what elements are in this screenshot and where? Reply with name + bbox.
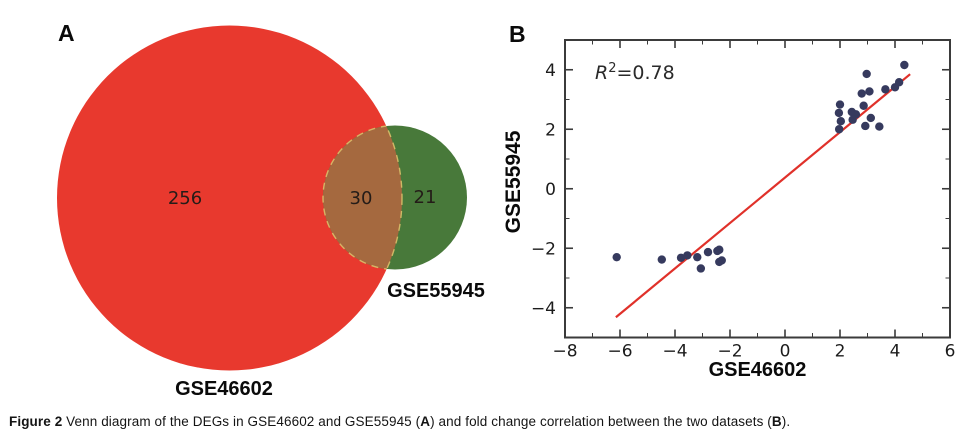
x-tick-label: 4: [890, 342, 901, 362]
y-tick-label: 2: [545, 120, 556, 140]
venn-left-label: GSE46602: [175, 378, 273, 400]
figure-caption: Figure 2 Venn diagram of the DEGs in GSE…: [9, 414, 953, 429]
regression-line: [615, 73, 911, 319]
x-tick-label: −4: [662, 342, 687, 362]
x-axis-title: GSE46602: [709, 359, 807, 381]
scatter-plot: −8 −6 −4 −2 0 2 4 6 −4 −2 0 2 4 R2=0.78 GSE46602 GSE559…: [502, 39, 956, 381]
data-point: [834, 125, 844, 134]
caption-text: ) and fold change correlation between th…: [430, 414, 772, 429]
panel-b-letter: B: [509, 21, 526, 47]
data-point: [717, 256, 726, 265]
venn-left-circle: [57, 25, 402, 371]
data-point: [861, 121, 870, 131]
x-tick-label: 6: [945, 342, 956, 362]
data-point: [881, 85, 890, 94]
venn-overlap-edge: [323, 125, 403, 270]
x-tick-label: −6: [607, 342, 632, 362]
data-point: [693, 252, 702, 262]
x-tick-label: −2: [717, 342, 742, 362]
data-point: [875, 122, 884, 131]
data-point: [834, 108, 844, 118]
caption-text: Venn diagram of the DEGs in GSE46602 and…: [62, 414, 421, 429]
data-point: [862, 69, 871, 79]
data-point: [848, 115, 857, 124]
data-point: [676, 253, 686, 262]
panel-a-letter: A: [58, 20, 75, 46]
x-tick-label: −8: [552, 342, 577, 362]
caption-panel-a-ref: A: [420, 414, 431, 429]
venn-right-count: 21: [414, 187, 437, 208]
venn-right-label: GSE55945: [387, 280, 485, 302]
data-point: [859, 101, 868, 110]
y-tick-label: 0: [545, 180, 556, 200]
x-tick-label: 2: [835, 342, 846, 362]
data-point: [703, 247, 713, 257]
data-point: [696, 264, 706, 273]
data-point: [836, 117, 846, 126]
data-point: [612, 252, 621, 262]
data-point: [894, 78, 904, 87]
data-point: [857, 89, 866, 98]
y-tick-label: −4: [531, 299, 556, 319]
venn-overlap-count: 30: [350, 188, 373, 209]
data-point: [715, 245, 724, 254]
data-point: [683, 251, 692, 260]
y-axis-title: GSE55945: [502, 130, 525, 233]
caption-text: ).: [781, 414, 791, 429]
caption-figure-number: Figure 2: [9, 414, 63, 429]
data-point: [657, 255, 666, 264]
x-tick-label: 0: [780, 342, 791, 362]
data-point: [835, 100, 845, 109]
venn-diagram: 256 30 21 GSE55945 GSE46602: [57, 25, 485, 400]
y-tick-label: −2: [531, 239, 556, 259]
caption-panel-b-ref: B: [771, 414, 782, 429]
r-squared-annotation: R2=0.78: [595, 61, 675, 84]
data-point: [865, 87, 874, 96]
data-point: [866, 113, 875, 123]
venn-left-count: 256: [168, 188, 202, 209]
y-tick-label: 4: [545, 61, 556, 81]
data-point: [900, 60, 909, 70]
